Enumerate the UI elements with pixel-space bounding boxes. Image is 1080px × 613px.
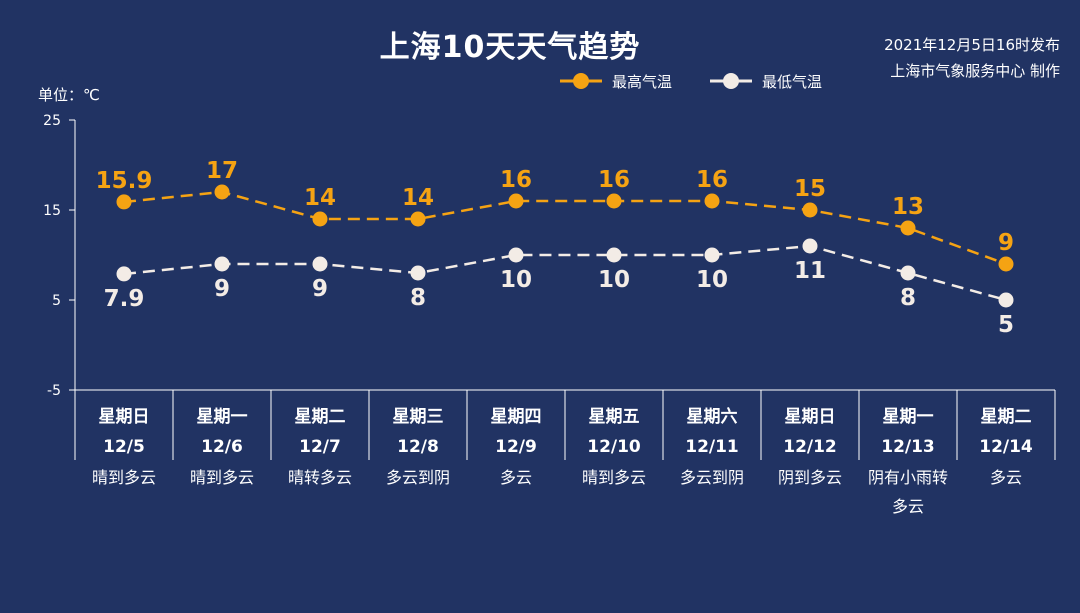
legend-item-low[interactable]: 最低气温 — [710, 70, 822, 92]
data-point-high — [606, 193, 622, 209]
category-weekday: 星期六 — [687, 406, 738, 427]
data-point-high — [214, 184, 230, 200]
legend-low-label: 最低气温 — [762, 72, 823, 91]
y-tick-label: 25 — [43, 113, 61, 129]
category-weather: 多云 — [990, 468, 1022, 487]
category-weekday: 星期三 — [393, 407, 444, 427]
data-label-low: 9 — [214, 276, 230, 302]
data-label-low: 10 — [598, 267, 630, 293]
legend-item-high[interactable]: 最高气温 — [560, 70, 672, 92]
issued-time: 2021年12月5日16时发布 — [884, 36, 1060, 54]
data-point-low — [410, 265, 426, 281]
category-weekday: 星期二 — [295, 407, 346, 427]
data-point-low — [116, 266, 132, 282]
data-point-high — [900, 220, 916, 236]
data-label-low: 10 — [500, 267, 532, 293]
category-weather: 多云到阴 — [680, 468, 744, 487]
data-point-high — [802, 202, 818, 218]
category-weekday: 星期五 — [589, 407, 640, 427]
data-label-low: 11 — [794, 258, 826, 284]
category-weekday: 星期一 — [197, 407, 248, 427]
data-label-high: 15 — [794, 176, 826, 202]
category-weather: 阴到多云 — [778, 468, 842, 487]
series-line-low — [123, 244, 1007, 302]
data-point-low — [998, 292, 1014, 308]
category-weather: 晴转多云 — [288, 468, 352, 487]
data-point-low — [900, 265, 916, 281]
data-label-high: 14 — [304, 185, 336, 211]
data-point-low — [606, 247, 622, 263]
data-label-high: 16 — [696, 167, 728, 193]
category-weather: 晴到多云 — [582, 468, 646, 487]
category-weather: 晴到多云 — [92, 468, 156, 487]
category-date: 12/10 — [587, 437, 641, 457]
data-label-high: 17 — [206, 158, 238, 184]
category-date: 12/12 — [783, 437, 837, 457]
legend-low-swatch — [710, 73, 752, 89]
data-point-low — [704, 247, 720, 263]
data-label-low: 7.9 — [104, 286, 145, 312]
category-weekday: 星期二 — [981, 407, 1032, 427]
data-label-low: 5 — [998, 312, 1014, 338]
category-weekday: 星期一 — [883, 407, 934, 427]
category-date: 12/9 — [495, 437, 537, 457]
category-weather: 多云 — [500, 468, 532, 487]
category-weekday: 星期日 — [99, 407, 150, 427]
category-date: 12/8 — [397, 437, 439, 457]
data-point-high — [508, 193, 524, 209]
data-label-high: 16 — [500, 167, 532, 193]
category-weather: 晴到多云 — [190, 468, 254, 487]
category-date: 12/7 — [299, 437, 341, 457]
data-label-low: 10 — [696, 267, 728, 293]
data-label-high: 13 — [892, 194, 924, 220]
data-label-high: 16 — [598, 167, 630, 193]
y-tick-label: 5 — [52, 293, 61, 309]
category-date: 12/11 — [685, 437, 739, 457]
data-point-low — [312, 256, 328, 272]
data-point-high — [116, 194, 132, 210]
data-point-high — [704, 193, 720, 209]
data-point-high — [312, 211, 328, 227]
category-weather: 多云 — [892, 497, 924, 516]
legend-high-label: 最高气温 — [612, 72, 673, 91]
data-label-low: 8 — [900, 285, 916, 311]
data-point-low — [802, 238, 818, 254]
category-date: 12/13 — [881, 437, 935, 457]
category-date: 12/14 — [979, 437, 1033, 457]
y-tick-label: -5 — [47, 383, 61, 399]
y-tick-label: 15 — [43, 203, 61, 219]
data-label-low: 9 — [312, 276, 328, 302]
data-point-low — [508, 247, 524, 263]
legend-high-swatch — [560, 73, 602, 89]
category-date: 12/5 — [103, 437, 145, 457]
category-weekday: 星期日 — [785, 407, 836, 427]
category-date: 12/6 — [201, 437, 243, 457]
unit-label: 单位：℃ — [38, 86, 100, 104]
data-point-low — [214, 256, 230, 272]
data-label-high: 14 — [402, 185, 434, 211]
category-weather: 阴有小雨转 — [868, 468, 948, 487]
data-point-high — [998, 256, 1014, 272]
data-label-low: 8 — [410, 285, 426, 311]
chart-title: 上海10天天气趋势 — [379, 30, 641, 65]
data-label-high: 9 — [998, 230, 1014, 256]
data-point-high — [410, 211, 426, 227]
category-weekday: 星期四 — [491, 407, 542, 427]
category-weather: 多云到阴 — [386, 468, 450, 487]
data-label-high: 15.9 — [96, 168, 153, 194]
publisher: 上海市气象服务中心 制作 — [890, 62, 1060, 80]
series-line-high — [123, 190, 1007, 266]
